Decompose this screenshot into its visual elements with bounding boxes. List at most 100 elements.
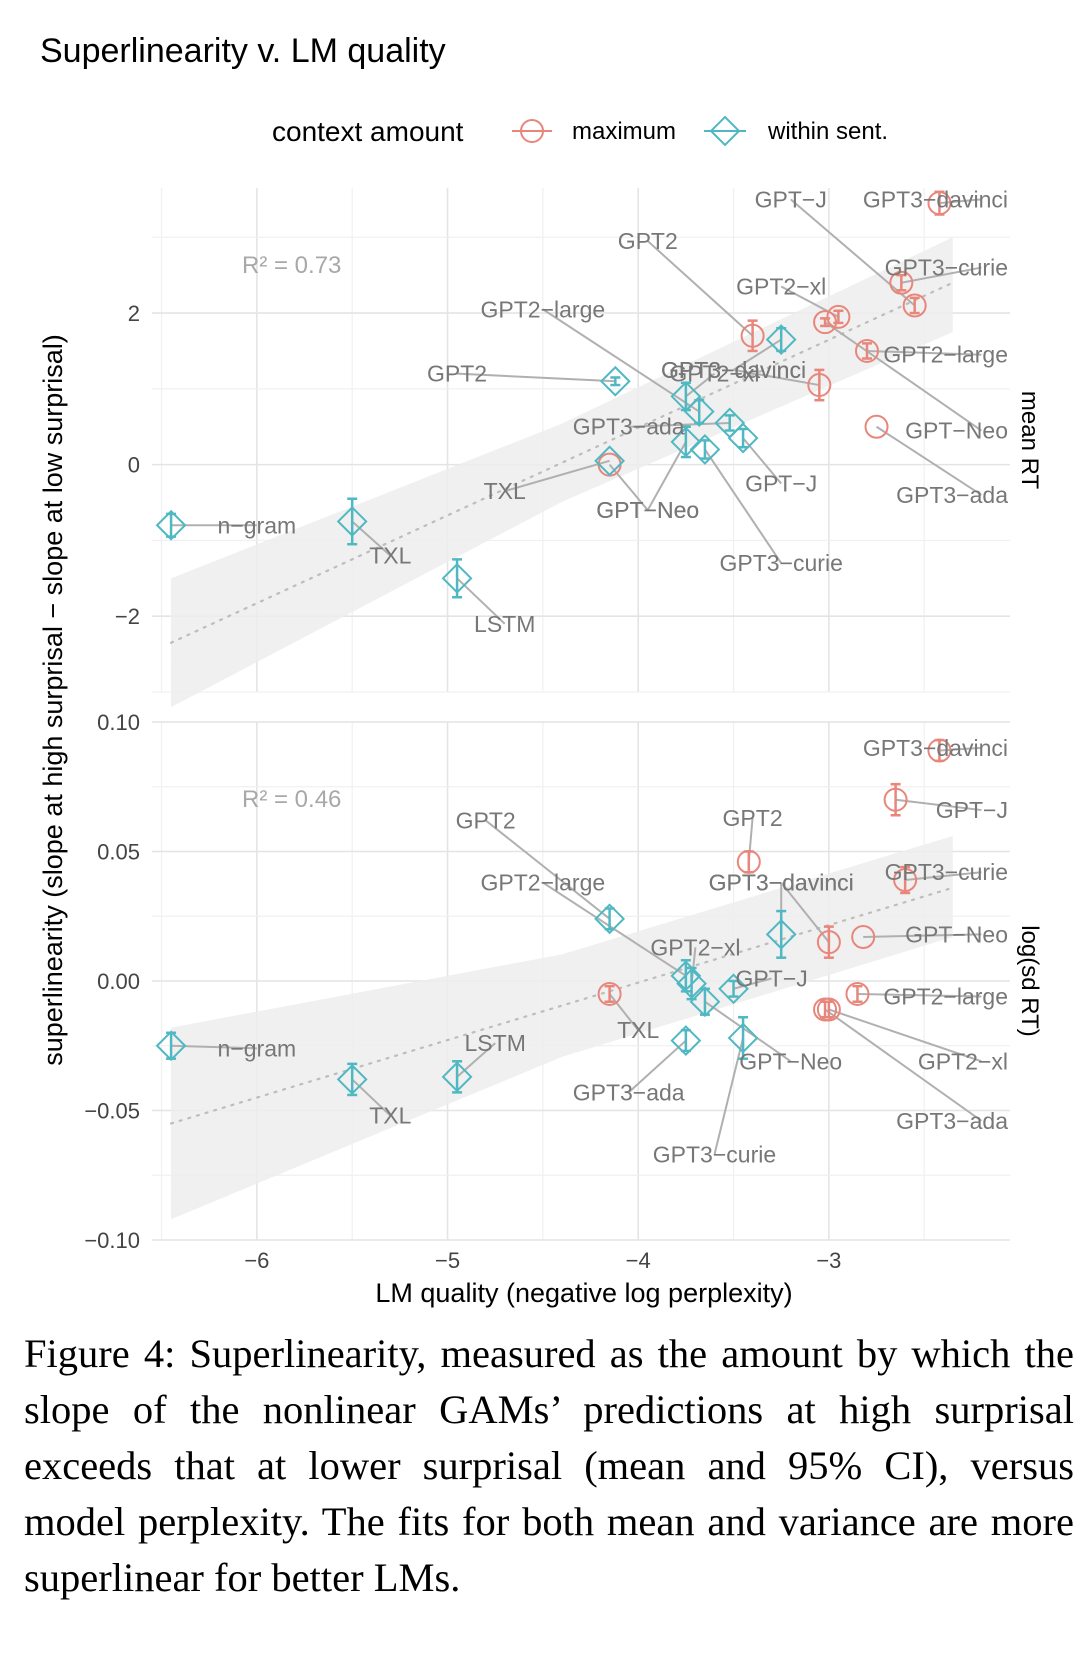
label-leader-line [824, 1008, 982, 1122]
point-marker-circle [807, 373, 832, 398]
point-marker-diamond [727, 1022, 759, 1054]
point-marker-circle [851, 924, 876, 949]
point-label: GPT2−large [481, 296, 606, 322]
point-marker-circle [845, 981, 870, 1006]
r-squared-label: R² = 0.46 [242, 786, 341, 813]
x-tick-label: −3 [816, 1248, 841, 1273]
point-label: GPT2−large [883, 342, 1008, 368]
y-tick-label: 0.10 [97, 710, 140, 735]
label-leader-line [685, 372, 716, 398]
label-leader-line [351, 1078, 392, 1117]
data-point [336, 1062, 368, 1097]
point-label: GPT2 [456, 807, 516, 833]
point-marker-circle [816, 930, 841, 955]
data-point [683, 396, 715, 427]
point-marker-diamond [670, 426, 702, 458]
x-tick-label: −6 [244, 1248, 269, 1273]
point-marker-diamond [765, 918, 797, 950]
point-label: GPT−Neo [905, 418, 1008, 444]
data-point [855, 338, 879, 363]
x-axis-label: LM quality (negative log perplexity) [375, 1278, 792, 1308]
point-label: TXL [369, 1103, 411, 1129]
point-label: GPT3−davinci [661, 357, 806, 383]
point-marker-circle [864, 414, 889, 439]
point-label: TXL [617, 1017, 659, 1043]
label-leader-line [905, 871, 982, 881]
label-leader-line [351, 520, 391, 557]
point-marker-circle [855, 338, 879, 363]
data-point [599, 365, 631, 397]
point-label: LSTM [474, 611, 535, 637]
label-leader-line [780, 881, 830, 943]
data-point [883, 782, 908, 817]
point-marker-circle [736, 849, 761, 874]
point-label: GPT3−ada [896, 1108, 1008, 1134]
data-point [441, 1060, 473, 1094]
point-label: n−gram [218, 512, 297, 538]
point-label: GPT3−curie [885, 859, 1008, 885]
point-label: GPT3−ada [573, 414, 685, 440]
label-leader-line [875, 425, 982, 496]
label-leader-line [866, 349, 982, 356]
y-tick-label: 2 [128, 301, 140, 326]
label-leader-line [608, 993, 639, 1031]
label-leader-line [456, 577, 506, 625]
point-label: GPT3−davinci [863, 186, 1008, 212]
label-leader-line [504, 459, 610, 493]
label-leader-line [647, 240, 754, 337]
data-point [765, 324, 797, 355]
point-marker-diamond [765, 324, 797, 355]
data-point [927, 190, 952, 216]
point-label: GPT2 [618, 228, 678, 254]
point-marker-diamond [441, 562, 473, 594]
label-leader-line [485, 819, 611, 920]
y-tick-label: 0 [128, 453, 140, 478]
point-label: GPT2 [723, 805, 783, 831]
figure-caption: Figure 4: Superlinearity, measured as th… [24, 1331, 1074, 1600]
point-label: GPT2−large [883, 984, 1008, 1010]
point-label: GPT−J [745, 471, 817, 497]
point-label: GPT3−ada [573, 1079, 685, 1105]
legend-title: context amount [272, 116, 464, 147]
point-label: LSTM [465, 1030, 526, 1056]
y-tick-label: 0.05 [97, 840, 140, 865]
chart: Superlinearity v. LM quality context amo… [38, 32, 1043, 1308]
point-label: GPT−Neo [596, 497, 699, 523]
x-axis-ticks: −6 −5 −4 −3 [244, 1248, 841, 1273]
data-point [594, 903, 626, 935]
point-label: GPT3−curie [885, 255, 1008, 281]
data-point [902, 293, 927, 318]
point-marker-circle [902, 293, 927, 318]
point-marker-circle [927, 738, 952, 763]
point-marker-diamond [689, 986, 721, 1018]
data-point [813, 310, 838, 335]
point-marker-diamond [336, 506, 368, 537]
label-leader-line [939, 198, 982, 205]
label-leader-line [828, 1008, 982, 1063]
legend-label-maximum: maximum [572, 118, 676, 145]
point-label: GPT2−xl [669, 361, 759, 387]
point-marker-diamond [676, 968, 708, 1000]
data-point [441, 558, 473, 599]
point-label: TXL [369, 543, 411, 569]
data-point [740, 319, 765, 353]
label-leader-line [895, 798, 982, 812]
legend-label-within-sent: within sent. [767, 118, 888, 145]
data-point [826, 304, 851, 329]
point-marker-diamond [689, 434, 721, 465]
y-tick-label: −2 [115, 604, 140, 629]
facet-label: log(sd RT) [1016, 925, 1043, 1037]
data-point [765, 909, 797, 959]
facet-label: mean RT [1016, 391, 1043, 490]
point-label: GPT−Neo [739, 1048, 842, 1074]
data-point [594, 445, 626, 477]
data-point [727, 422, 759, 454]
x-tick-label: −5 [435, 1248, 460, 1273]
legend-key-within-sent [704, 115, 746, 147]
data-point [689, 986, 721, 1018]
data-point [718, 973, 749, 1005]
point-label: GPT−Neo [596, 497, 699, 523]
point-label: GPT2−xl [736, 274, 826, 300]
y-axis-label: superlinearity (slope at high surprisal … [38, 334, 68, 1066]
point-marker-circle [597, 981, 622, 1006]
